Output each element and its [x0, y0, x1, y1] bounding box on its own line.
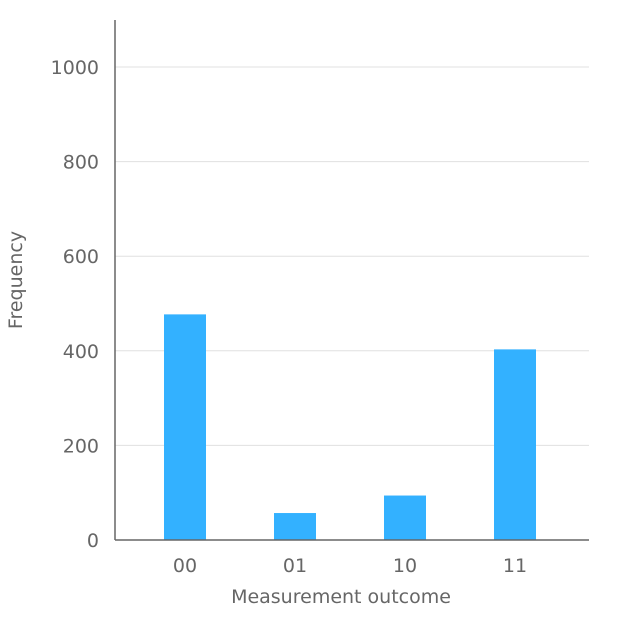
y-tick-label: 200	[63, 435, 99, 457]
bars	[164, 314, 536, 540]
x-tick-label: 00	[173, 555, 197, 577]
x-tick-labels: 00 01 10 11	[173, 555, 527, 577]
y-tick-label: 400	[63, 341, 99, 363]
bar-00	[164, 314, 206, 540]
y-tick-label: 1000	[51, 57, 99, 79]
y-tick-label: 800	[63, 152, 99, 174]
x-axis-title: Measurement outcome	[231, 586, 451, 608]
x-tick-label: 10	[393, 555, 417, 577]
bar-01	[274, 513, 316, 540]
x-tick-label: 01	[283, 555, 307, 577]
bar-11	[494, 349, 536, 540]
axes	[114, 20, 589, 541]
y-tick-label: 0	[87, 530, 99, 552]
y-tick-labels: 0 200 400 600 800 1000	[51, 57, 99, 552]
bar-10	[384, 495, 426, 540]
x-tick-label: 11	[503, 555, 527, 577]
y-axis-title: Frequency	[5, 231, 27, 329]
y-tick-label: 600	[63, 246, 99, 268]
